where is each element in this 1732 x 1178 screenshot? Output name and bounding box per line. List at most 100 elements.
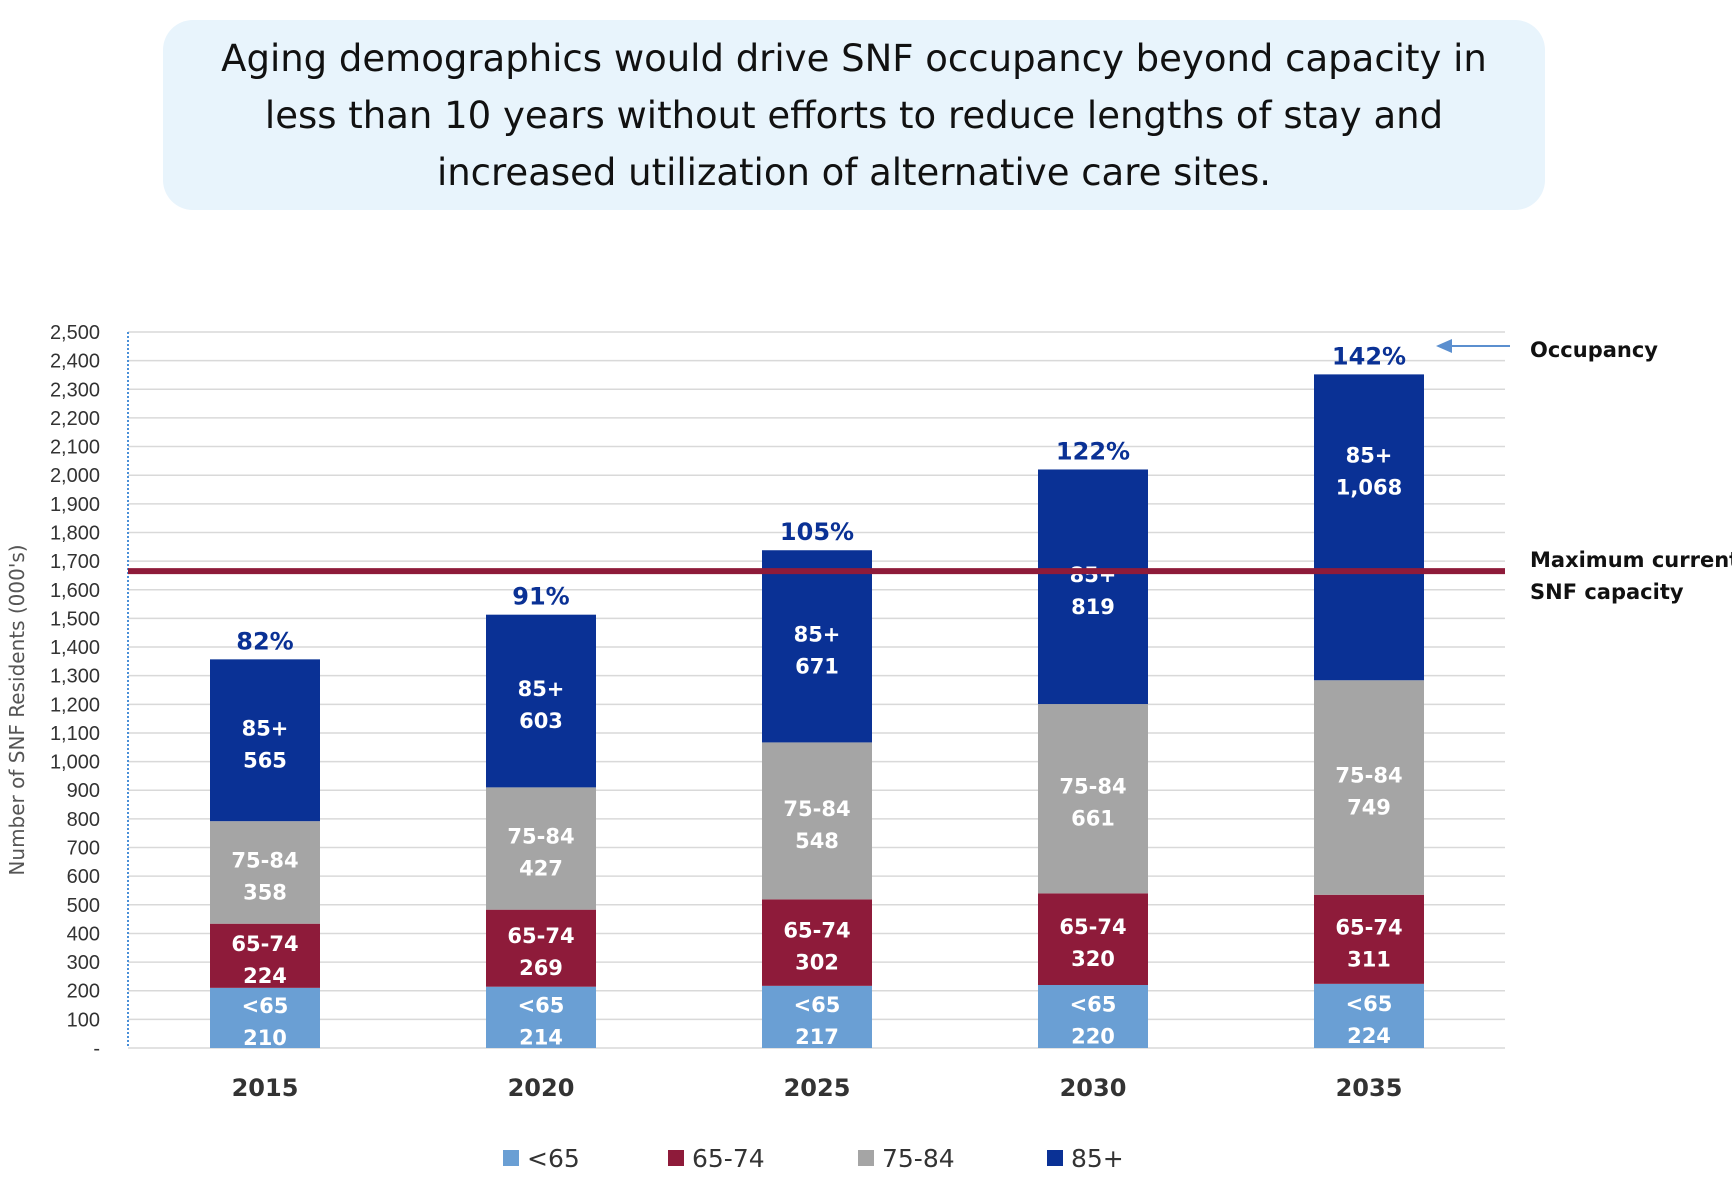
segment-value-label: 269	[519, 956, 563, 980]
segment-value-label: 217	[795, 1025, 839, 1049]
segment-value-label: 661	[1071, 807, 1115, 831]
segment-label: 85+	[242, 716, 289, 740]
segment-label: 65-74	[1059, 915, 1126, 939]
y-tick-label: 500	[67, 895, 100, 917]
y-tick-label: 1,400	[50, 637, 100, 659]
y-axis-title: Number of SNF Residents (000's)	[5, 544, 29, 875]
chart-title: Aging demographics would drive SNF occup…	[221, 36, 1487, 194]
y-tick-label: 2,200	[50, 408, 100, 430]
segment-label: <65	[518, 993, 565, 1017]
segment-value-label: 671	[795, 654, 839, 678]
segment-value-label: 1,068	[1336, 475, 1402, 499]
legend-swatch	[503, 1150, 519, 1166]
segment-value-label: 819	[1071, 595, 1115, 619]
segment-label: 85+	[518, 677, 565, 701]
segment-label: 75-84	[1335, 764, 1402, 788]
y-tick-label: 1,200	[50, 694, 100, 716]
y-tick-label: 900	[67, 780, 100, 802]
bar-segment	[762, 899, 872, 986]
legend-label: <65	[527, 1144, 580, 1173]
bar-segment	[210, 659, 320, 822]
y-tick-label: 300	[67, 952, 100, 974]
segment-label: <65	[1070, 992, 1117, 1016]
y-tick-label: 2,000	[50, 465, 100, 487]
y-tick-label: 600	[67, 866, 100, 888]
bar-segment	[486, 614, 596, 788]
legend-swatch	[858, 1150, 874, 1166]
y-tick-label: 1,000	[50, 752, 100, 774]
segment-value-label: 302	[795, 951, 839, 975]
y-tick-label: -	[93, 1038, 100, 1060]
y-tick-label: 200	[67, 981, 100, 1003]
segment-value-label: 603	[519, 709, 563, 733]
segment-value-label: 224	[243, 964, 287, 988]
segment-value-label: 220	[1071, 1024, 1115, 1048]
bar-segment	[1038, 469, 1148, 705]
bar-segment	[1314, 894, 1424, 984]
occupancy-label: 122%	[1056, 437, 1130, 465]
y-tick-label: 2,100	[50, 437, 100, 459]
segment-label: 75-84	[231, 848, 298, 872]
y-tick-label: 700	[67, 838, 100, 860]
x-tick-label: 2015	[232, 1074, 299, 1102]
bar-segment	[1038, 984, 1148, 1048]
y-tick-label: 1,300	[50, 666, 100, 688]
y-tick-label: 2,500	[50, 322, 100, 344]
y-tick-label: 1,100	[50, 723, 100, 745]
segment-label: 65-74	[231, 932, 298, 956]
occupancy-label: 105%	[780, 518, 854, 546]
bar-segment	[1314, 983, 1424, 1048]
y-tick-label: 1,500	[50, 608, 100, 630]
y-tick-label: 100	[67, 1009, 100, 1031]
title-banner: Aging demographics would drive SNF occup…	[163, 20, 1545, 210]
y-tick-label: 1,800	[50, 522, 100, 544]
y-tick-label: 2,400	[50, 351, 100, 373]
segment-label: 75-84	[783, 797, 850, 821]
segment-label: <65	[794, 993, 841, 1017]
y-tick-label: 2,300	[50, 379, 100, 401]
segment-label: 85+	[1070, 563, 1117, 587]
segment-value-label: 320	[1071, 947, 1115, 971]
segment-value-label: 565	[243, 748, 287, 772]
legend-label: 75-84	[882, 1144, 955, 1173]
segment-label: 65-74	[1335, 915, 1402, 939]
legend-swatch	[668, 1150, 684, 1166]
y-tick-label: 1,700	[50, 551, 100, 573]
bar-segment	[1038, 704, 1148, 894]
segment-value-label: 214	[519, 1025, 563, 1049]
y-tick-label: 1,600	[50, 580, 100, 602]
segment-value-label: 224	[1347, 1024, 1391, 1048]
legend-label: 65-74	[692, 1144, 765, 1173]
occupancy-arrowhead	[1436, 339, 1452, 353]
bar-segment	[210, 923, 320, 988]
occupancy-annotation: Occupancy	[1530, 338, 1658, 362]
x-tick-label: 2020	[508, 1074, 575, 1102]
bar-segment	[1314, 680, 1424, 895]
bar-segment	[762, 742, 872, 900]
bar-segment	[762, 985, 872, 1048]
segment-label: 85+	[1346, 443, 1393, 467]
segment-value-label: 749	[1347, 796, 1391, 820]
capacity-label: Maximum current	[1530, 548, 1732, 572]
y-tick-label: 400	[67, 923, 100, 945]
occupancy-label: 142%	[1332, 342, 1406, 370]
bar-segment	[210, 821, 320, 924]
occupancy-label: 82%	[236, 627, 293, 655]
x-tick-label: 2025	[784, 1074, 851, 1102]
bar-segment	[210, 987, 320, 1048]
segment-value-label: 358	[243, 880, 287, 904]
bar-segment	[486, 986, 596, 1048]
legend-swatch	[1047, 1150, 1063, 1166]
segment-label: 85+	[794, 622, 841, 646]
segment-value-label: 427	[519, 857, 563, 881]
segment-label: 65-74	[507, 924, 574, 948]
segment-label: 75-84	[1059, 775, 1126, 799]
bar-segment	[486, 787, 596, 910]
segment-value-label: 311	[1347, 947, 1391, 971]
segment-value-label: 548	[795, 829, 839, 853]
segment-label: 75-84	[507, 825, 574, 849]
segment-label: 65-74	[783, 919, 850, 943]
y-tick-label: 800	[67, 809, 100, 831]
segment-value-label: 210	[243, 1026, 287, 1050]
